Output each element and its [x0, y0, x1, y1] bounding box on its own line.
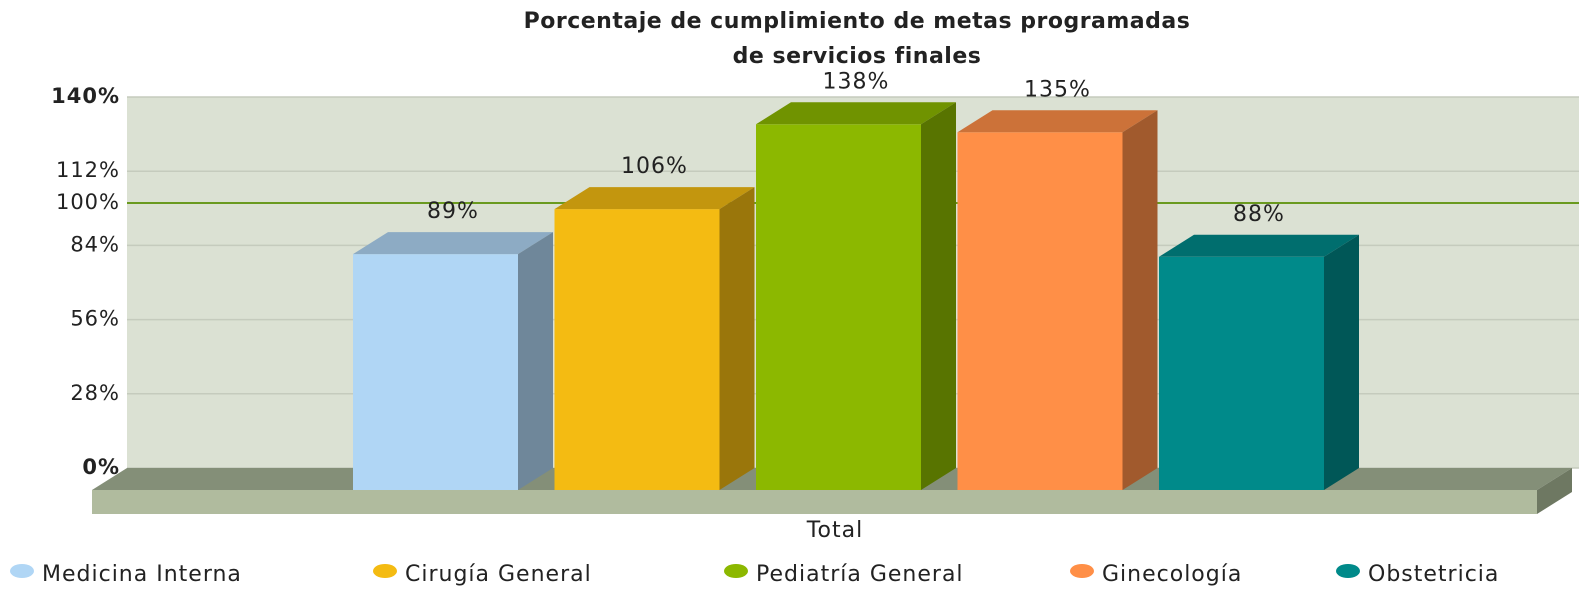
bar — [1159, 234, 1359, 490]
bar-front — [554, 209, 720, 490]
value-label: 138% — [823, 69, 890, 94]
bar-side — [921, 102, 956, 491]
bar-top — [353, 232, 553, 255]
bar-top — [957, 110, 1158, 133]
floor-front — [92, 490, 1537, 514]
legend-marker — [10, 564, 34, 578]
bar-side — [518, 232, 553, 490]
chart-title: de servicios finales — [733, 44, 982, 69]
legend-marker — [724, 564, 748, 578]
y-tick-label: 140% — [51, 84, 120, 108]
legend-label: Ginecología — [1102, 562, 1242, 587]
bar-front — [353, 254, 518, 490]
bar-top — [554, 187, 755, 210]
chart-title: Porcentaje de cumplimiento de metas prog… — [524, 9, 1191, 34]
x-tick-label: Total — [806, 518, 863, 543]
legend-marker — [1070, 564, 1094, 578]
legend-marker — [373, 564, 397, 578]
bar-top — [756, 102, 956, 125]
bar-side — [1122, 110, 1158, 490]
y-tick-label: 28% — [70, 381, 120, 405]
bar — [957, 110, 1158, 490]
value-label: 89% — [427, 199, 479, 224]
legend-label: Medicina Interna — [42, 562, 242, 587]
y-tick-label: 84% — [70, 232, 120, 256]
bar — [554, 187, 755, 490]
y-tick-label: 0% — [82, 455, 120, 479]
bar — [353, 232, 553, 490]
reference-label: 100% — [56, 190, 120, 214]
bar — [756, 102, 956, 491]
bar-front — [957, 132, 1123, 490]
y-tick-label: 56% — [70, 307, 120, 331]
legend-label: Pediatría General — [756, 562, 964, 587]
bar-side — [719, 187, 755, 490]
legend-label: Cirugía General — [405, 562, 592, 587]
bar-front — [756, 124, 921, 491]
value-label: 135% — [1024, 77, 1091, 102]
legend-marker — [1336, 564, 1360, 578]
floor-side — [1537, 468, 1572, 514]
legend-label: Obstetricia — [1368, 562, 1499, 587]
value-label: 106% — [621, 154, 688, 179]
bar-top — [1159, 234, 1359, 257]
bar-side — [1324, 234, 1359, 490]
y-tick-label: 112% — [56, 158, 120, 182]
bar-front — [1159, 256, 1324, 490]
value-label: 88% — [1233, 202, 1285, 227]
